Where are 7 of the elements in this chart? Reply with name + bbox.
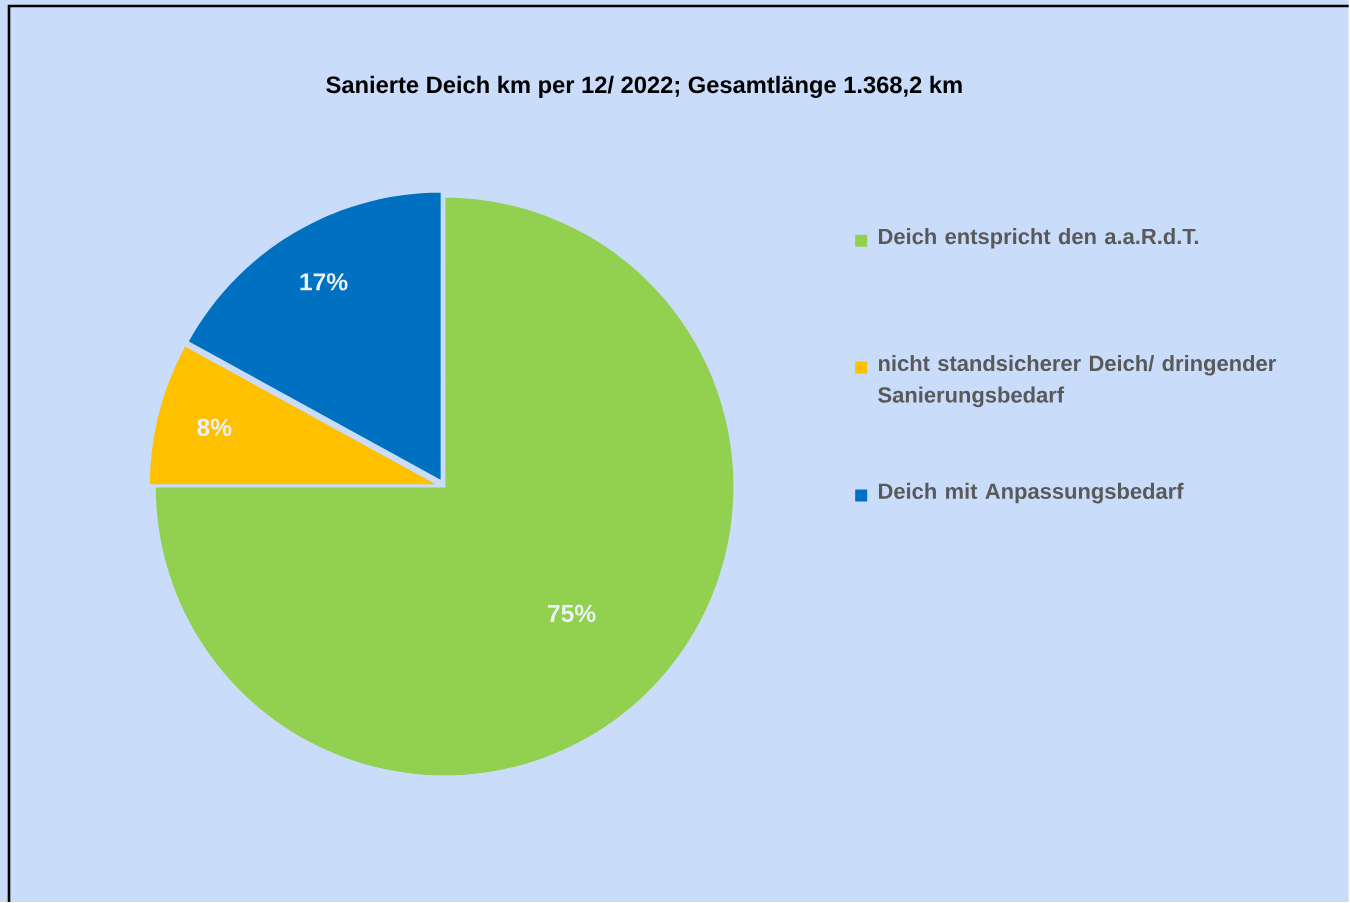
data-label: 8% <box>197 418 232 436</box>
data-label: 17% <box>300 272 348 291</box>
legend-label: Deich mit Anpassungsbedarf <box>878 482 1184 504</box>
chart-title: Sanierte Deich km per 12/ 2022; Gesamtlänge 1.368,2 km <box>326 75 962 98</box>
legend-label: Deich entspricht den a.a.R.d.T. <box>878 227 1198 249</box>
data-label: 75% <box>548 604 596 622</box>
legend-label: nicht standsicherer Deich/ dringender Sanierungsbedarf <box>878 354 1276 407</box>
